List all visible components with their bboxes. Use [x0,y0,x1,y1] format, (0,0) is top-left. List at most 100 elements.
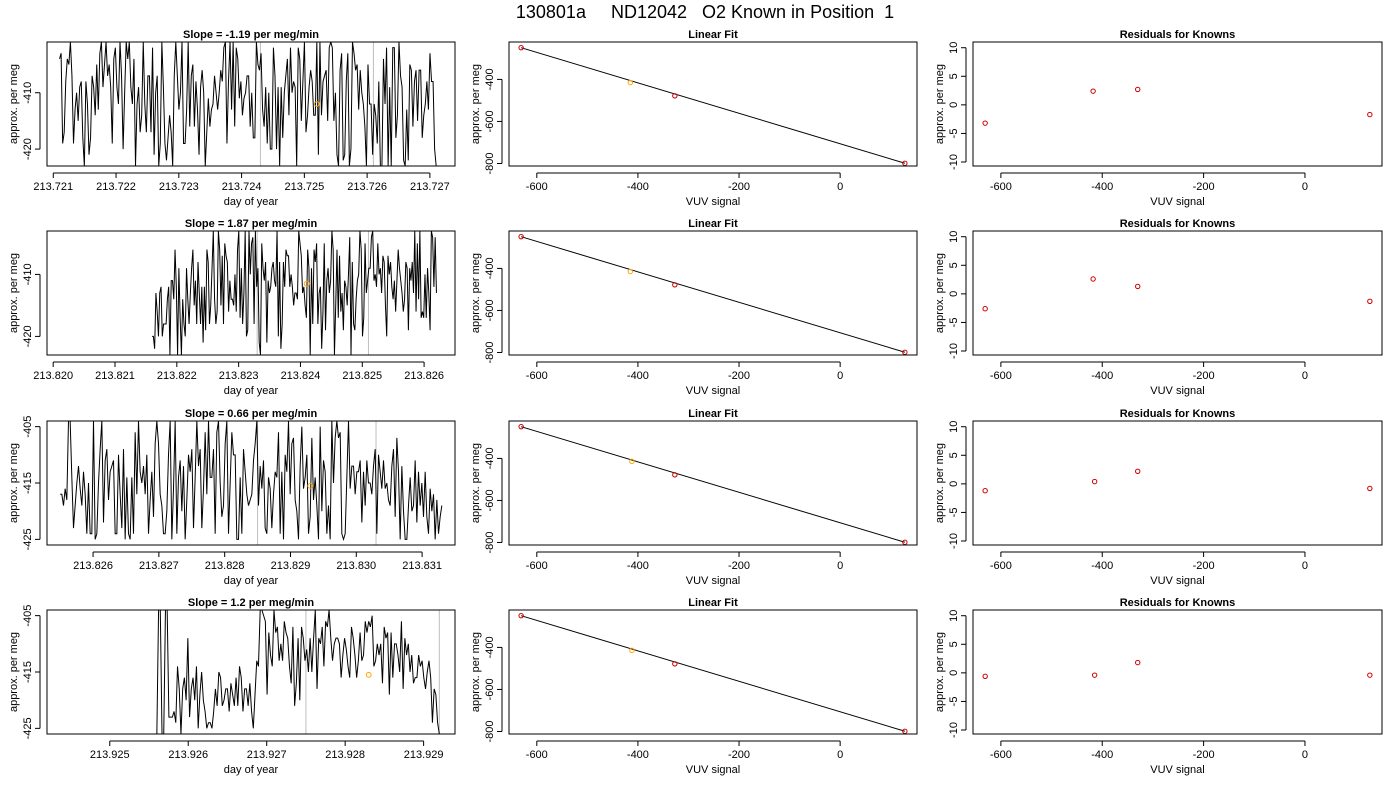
x-tick-label: 213.829 [271,560,311,572]
x-tick-label: 213.726 [347,181,387,193]
panel-r2-c3: Residuals for Knowns -600 -400 -200 0 VUV sig… [934,218,1383,397]
data-point [629,647,635,654]
data-point [902,728,908,734]
x-tick-label: 213.725 [284,181,324,193]
y-axis-label: approx. per meg [934,253,946,333]
plot-frame [972,230,1383,356]
plot-frame [46,420,456,546]
y-tick-label: -400 [484,257,496,279]
x-tick-label: -600 [990,560,1012,572]
x-tick-label: 213.821 [95,370,135,382]
y-tick-label: 0 [948,481,960,487]
x-axis: -600 -400 -200 0 VUV signal [526,361,843,397]
data-point [518,423,524,430]
x-tick-label: 0 [837,749,843,761]
plot-frame [972,41,1383,167]
y-axis-label: approx. per meg [934,64,946,144]
x-axis: 213.721 213.722 213.723 213.724 213.725 213.7… [33,172,450,208]
x-tick-label: -200 [1193,749,1215,761]
y-tick-label: -410 [22,263,34,285]
y-tick-label: -10 [948,343,960,359]
y-tick-label: -600 [484,299,496,321]
x-axis-label: VUV signal [1150,764,1204,776]
plot-frame [972,420,1383,546]
plot-frame [46,230,456,356]
panel-title: Linear Fit [688,597,738,609]
data-point [672,472,678,478]
x-axis: -600 -400 -200 0 VUV signal [526,740,843,776]
x-axis-label: day of year [224,575,279,587]
x-axis-label: VUV signal [1150,385,1204,397]
y-axis-label: approx. per meg [934,443,946,523]
x-axis: -600 -400 -200 0 VUV signal [990,172,1308,208]
y-tick-label: -405 [22,416,34,438]
x-axis-label: day of year [224,764,279,776]
x-tick-label: 0 [1302,370,1308,382]
fit-line [520,615,906,732]
plot-frame [508,420,918,546]
signal-trace-line [152,231,437,355]
y-axis-label: approx. per meg [934,632,946,712]
panel-title: Residuals for Knowns [1120,29,1236,41]
panel-title: Linear Fit [688,29,738,41]
data-point [1135,283,1141,290]
data-point [1367,111,1373,118]
x-axis-label: VUV signal [686,385,740,397]
y-tick-label: -5 [948,508,960,518]
x-tick-label: 0 [837,370,843,382]
x-axis: 213.925 213.926 213.927 213.928 213.929 day o… [90,740,444,776]
panel-title: Slope = 1.87 per meg/min [185,218,318,230]
x-axis: -600 -400 -200 0 VUV signal [526,551,843,587]
data-point [1091,478,1098,485]
data-point [902,349,908,355]
y-tick-label: -10 [948,533,960,549]
y-tick-label: 5 [948,452,960,458]
data-point [518,233,524,240]
data-point [627,268,634,275]
x-tick-label: 213.928 [325,749,365,761]
y-tick-label: -10 [948,722,960,738]
x-tick-label: -200 [728,749,750,761]
y-tick-label: 5 [948,641,960,647]
y-tick-label: 5 [948,73,960,79]
data-point [902,539,908,545]
data-point [1367,298,1373,304]
panel-title: Linear Fit [688,218,738,230]
panel-title: Slope = 0.66 per meg/min [185,408,318,420]
x-tick-label: 213.723 [159,181,199,193]
x-tick-label: -400 [1091,749,1113,761]
x-tick-label: 213.926 [168,749,208,761]
x-tick-label: -600 [990,181,1012,193]
y-tick-label: 10 [948,610,960,622]
y-tick-label: -600 [484,678,496,700]
x-axis: -600 -400 -200 0 VUV signal [526,172,843,208]
x-tick-label: 0 [837,181,843,193]
panel-title: Slope = 1.2 per meg/min [188,597,315,609]
plot-frame [46,609,456,735]
data-point [982,488,988,494]
y-tick-label: 10 [948,421,960,433]
x-tick-label: -400 [1091,181,1113,193]
x-tick-label: 213.830 [336,560,376,572]
data-point [1367,672,1373,678]
data-point [982,306,988,312]
fit-line [520,236,906,353]
x-tick-label: 213.831 [402,560,442,572]
x-axis-label: day of year [224,196,279,208]
x-tick-label: 213.929 [404,749,444,761]
y-tick-label: -425 [22,717,34,739]
